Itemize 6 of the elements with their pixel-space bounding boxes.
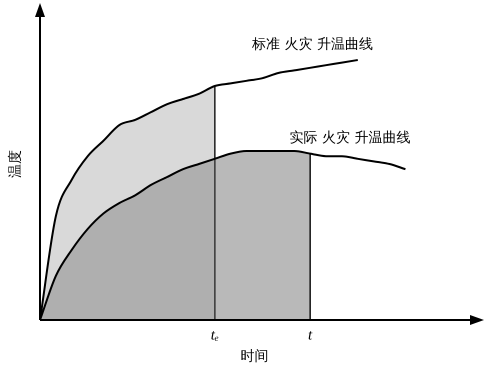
y-axis-title: 温度: [8, 150, 24, 178]
x-tick-label: t: [308, 327, 314, 344]
x-axis-title: 时间: [240, 348, 268, 365]
series-label: 实际 火灾 升温曲线: [290, 130, 410, 146]
series-label: 标准 火灾 升温曲线: [250, 36, 373, 53]
x-tick-label: tₑ: [210, 327, 219, 344]
